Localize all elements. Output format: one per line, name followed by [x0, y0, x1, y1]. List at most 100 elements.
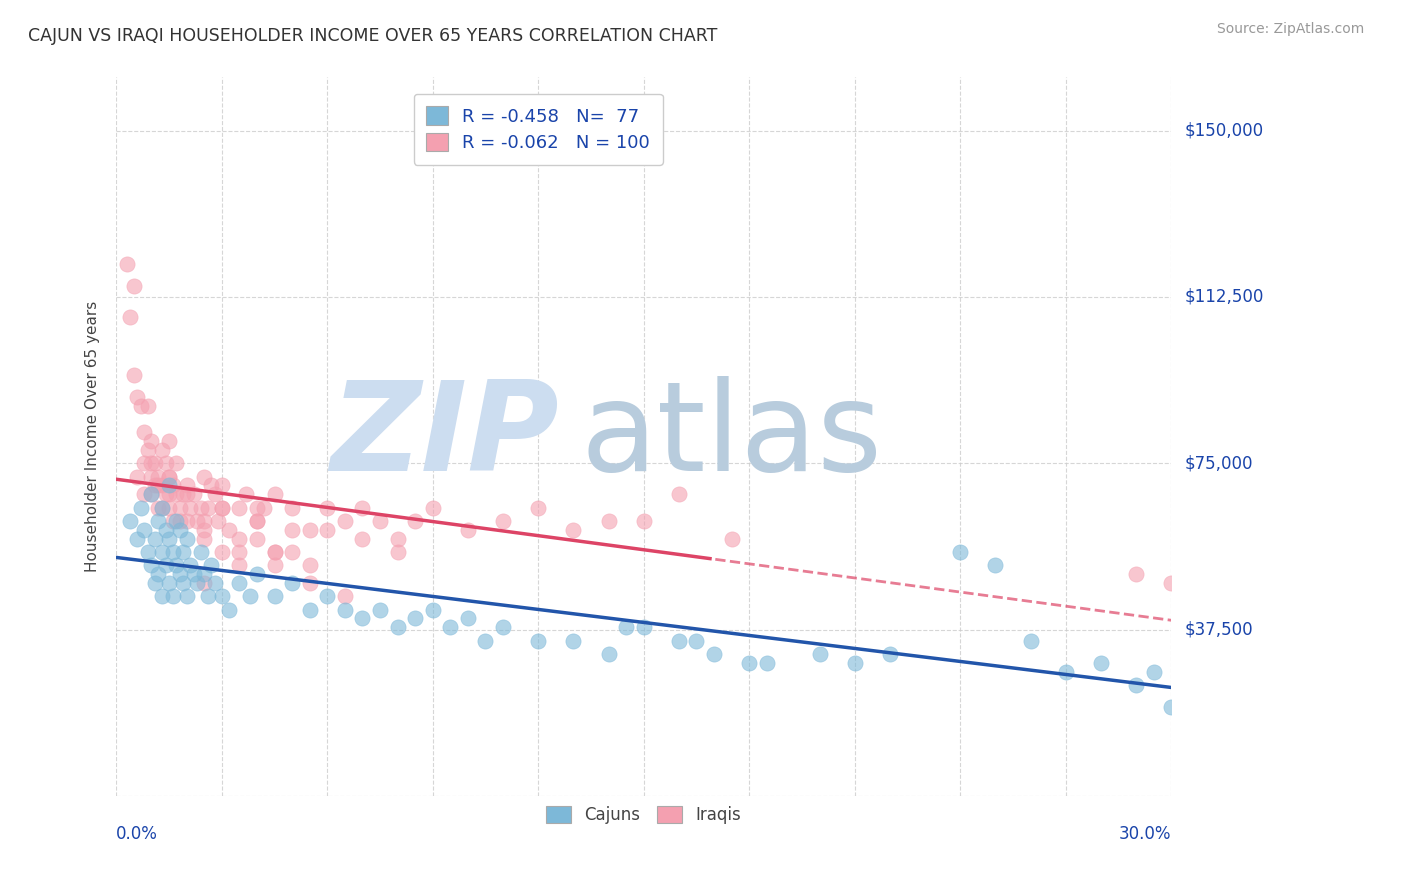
- Point: [218, 523, 240, 537]
- Point: [333, 514, 356, 528]
- Point: [211, 545, 233, 559]
- Point: [422, 602, 444, 616]
- Point: [211, 478, 233, 492]
- Point: [162, 478, 184, 492]
- Point: [141, 487, 163, 501]
- Point: [1125, 678, 1147, 692]
- Point: [263, 589, 285, 603]
- Point: [157, 478, 180, 492]
- Point: [157, 500, 180, 515]
- Point: [281, 576, 304, 591]
- Point: [157, 532, 180, 546]
- Point: [141, 487, 163, 501]
- Point: [148, 478, 170, 492]
- Point: [134, 425, 156, 440]
- Point: [387, 620, 409, 634]
- Point: [228, 545, 250, 559]
- Point: [193, 532, 215, 546]
- Point: [949, 545, 972, 559]
- Point: [193, 523, 215, 537]
- Point: [239, 589, 262, 603]
- Point: [387, 545, 409, 559]
- Point: [474, 633, 496, 648]
- Point: [197, 500, 219, 515]
- Point: [808, 647, 831, 661]
- Point: [281, 500, 304, 515]
- Point: [136, 545, 159, 559]
- Point: [422, 500, 444, 515]
- Point: [984, 558, 1007, 573]
- Point: [387, 532, 409, 546]
- Point: [562, 633, 585, 648]
- Point: [190, 500, 212, 515]
- Point: [352, 532, 374, 546]
- Point: [404, 611, 426, 625]
- Point: [143, 576, 166, 591]
- Point: [141, 434, 163, 448]
- Point: [263, 545, 285, 559]
- Point: [157, 434, 180, 448]
- Point: [246, 500, 269, 515]
- Point: [1142, 665, 1164, 679]
- Point: [879, 647, 901, 661]
- Point: [316, 523, 339, 537]
- Point: [352, 611, 374, 625]
- Point: [298, 558, 321, 573]
- Text: 0.0%: 0.0%: [117, 824, 157, 843]
- Point: [169, 567, 191, 582]
- Point: [598, 514, 620, 528]
- Point: [193, 567, 215, 582]
- Point: [228, 558, 250, 573]
- Point: [148, 500, 170, 515]
- Point: [668, 487, 690, 501]
- Point: [298, 602, 321, 616]
- Point: [228, 500, 250, 515]
- Point: [228, 576, 250, 591]
- Point: [633, 620, 655, 634]
- Point: [246, 532, 269, 546]
- Point: [172, 487, 194, 501]
- Point: [1125, 567, 1147, 582]
- Point: [157, 576, 180, 591]
- Point: [150, 500, 173, 515]
- Point: [141, 456, 163, 470]
- Point: [200, 558, 222, 573]
- Point: [298, 576, 321, 591]
- Point: [263, 545, 285, 559]
- Text: atlas: atlas: [581, 376, 883, 497]
- Point: [527, 500, 550, 515]
- Point: [263, 487, 285, 501]
- Point: [235, 487, 257, 501]
- Point: [211, 500, 233, 515]
- Point: [157, 469, 180, 483]
- Point: [176, 478, 198, 492]
- Point: [162, 514, 184, 528]
- Point: [200, 478, 222, 492]
- Point: [298, 523, 321, 537]
- Point: [150, 589, 173, 603]
- Text: Source: ZipAtlas.com: Source: ZipAtlas.com: [1216, 22, 1364, 37]
- Text: 30.0%: 30.0%: [1119, 824, 1171, 843]
- Point: [204, 487, 226, 501]
- Point: [127, 532, 149, 546]
- Point: [157, 469, 180, 483]
- Point: [1090, 656, 1112, 670]
- Point: [685, 633, 707, 648]
- Point: [193, 469, 215, 483]
- Point: [193, 514, 215, 528]
- Point: [122, 278, 145, 293]
- Point: [439, 620, 461, 634]
- Legend: Cajuns, Iraqis: Cajuns, Iraqis: [540, 799, 748, 830]
- Point: [263, 558, 285, 573]
- Point: [281, 545, 304, 559]
- Point: [1019, 633, 1042, 648]
- Point: [246, 514, 269, 528]
- Point: [1160, 576, 1182, 591]
- Text: $75,000: $75,000: [1185, 454, 1254, 472]
- Point: [1160, 700, 1182, 714]
- Point: [176, 532, 198, 546]
- Point: [134, 487, 156, 501]
- Point: [150, 545, 173, 559]
- Point: [141, 558, 163, 573]
- Point: [155, 456, 177, 470]
